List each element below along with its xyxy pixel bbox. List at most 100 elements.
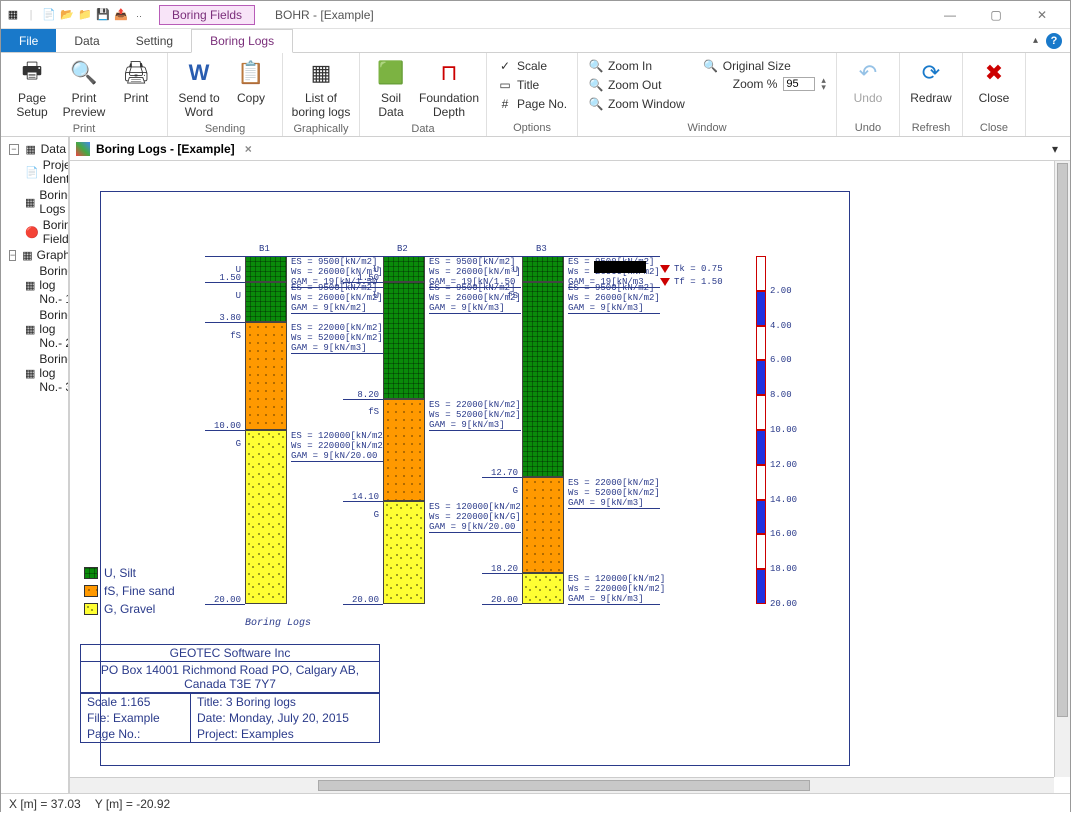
redraw-icon: ⟳ (915, 57, 947, 89)
tree-node-data[interactable]: −▦Data (5, 141, 66, 157)
soil-code: fS (365, 407, 379, 417)
close-icon[interactable]: ✕ (1028, 8, 1056, 22)
zoom-out-button[interactable]: 🔍Zoom Out (584, 76, 689, 94)
doc-tab-title[interactable]: Boring Logs - [Example] (96, 142, 235, 156)
soil-layer (522, 477, 564, 573)
project-tree[interactable]: −▦Data 📄Project Identification ▦Boring L… (1, 137, 70, 793)
close-doc-button[interactable]: ✖Close (969, 55, 1019, 120)
pageno-button[interactable]: #Page No. (493, 95, 571, 113)
send-word-button[interactable]: WSend to Word (174, 55, 224, 121)
legend-row: G, Gravel (84, 603, 155, 615)
info-address: PO Box 14001 Richmond Road PO, Calgary A… (81, 662, 379, 693)
minimize-icon[interactable]: — (936, 8, 964, 22)
qat-more-icon[interactable]: ‥ (131, 7, 147, 23)
scale-tick: 16.00 (770, 529, 797, 539)
group-graphically-label: Graphically (289, 121, 353, 135)
list-boring-logs-button[interactable]: ▦List of boring logs (289, 55, 353, 121)
undo-button[interactable]: ↶Undo (843, 55, 893, 120)
original-size-button[interactable]: 🔍Original Size (699, 57, 830, 75)
group-print-label: Print (7, 121, 161, 135)
new-icon[interactable]: 📄 (41, 7, 57, 23)
group-refresh-label: Refresh (906, 120, 956, 134)
tree-node-b3[interactable]: ▦Boring log No.- 3 (21, 351, 66, 395)
print-button[interactable]: 🖨Print (111, 55, 161, 121)
print-preview-button[interactable]: 🔍Print Preview (59, 55, 109, 121)
legend-swatch (84, 603, 98, 615)
print-preview-icon: 🔍 (68, 57, 100, 89)
ribbon: 🖶Page Setup 🔍Print Preview 🖨Print Print … (1, 53, 1070, 137)
help-icon[interactable]: ? (1046, 33, 1062, 49)
open-icon[interactable]: 📂 (59, 7, 75, 23)
soil-layer (522, 256, 564, 282)
tab-file[interactable]: File (1, 29, 56, 52)
group-options-label: Options (493, 120, 571, 134)
quick-access-toolbar: ▦ | 📄 📂 📁 💾 📤 ‥ (5, 7, 147, 23)
legend-swatch (84, 585, 98, 597)
tree-node-project-id[interactable]: 📄Project Identification (21, 157, 66, 187)
zoom-window-button[interactable]: 🔍Zoom Window (584, 95, 689, 113)
title-icon: ▭ (497, 77, 513, 93)
soil-code: fS (504, 291, 518, 301)
tree-node-b1[interactable]: ▦Boring log No.- 1 (21, 263, 66, 307)
info-company: GEOTEC Software Inc (81, 645, 379, 662)
ribbon-tabs: File Data Setting Boring Logs ▴ ? (1, 29, 1070, 53)
doc-tab-close-icon[interactable]: × (241, 142, 256, 156)
tree-node-boring-fields[interactable]: 🔴Boring Fields (21, 217, 66, 247)
vertical-scrollbar[interactable] (1054, 161, 1070, 777)
foundation-icon: ⊓ (433, 57, 465, 89)
group-window-label: Window (584, 120, 830, 134)
soil-layer (245, 430, 287, 604)
scale-segment (756, 430, 766, 465)
ribbon-collapse-icon[interactable]: ▴ (1033, 35, 1038, 46)
app-icon: ▦ (5, 7, 21, 23)
context-tab-boring-fields[interactable]: Boring Fields (159, 5, 255, 25)
page-setup-button[interactable]: 🖶Page Setup (7, 55, 57, 121)
soil-data-button[interactable]: 🟩Soil Data (366, 55, 416, 121)
horizontal-scrollbar[interactable] (70, 777, 1054, 793)
legend-text: fS, Fine sand (104, 585, 175, 597)
scale-segment (756, 326, 766, 361)
group-close-label: Close (969, 120, 1019, 134)
export-icon[interactable]: 📤 (113, 7, 129, 23)
foundation-depth-button[interactable]: ⊓Foundation Depth (418, 55, 480, 121)
maximize-icon[interactable]: ▢ (982, 8, 1010, 22)
layer-annotation: ES = 120000[kN/m2] Ws = 220000[kN/m2] GA… (291, 431, 383, 462)
tab-data[interactable]: Data (56, 29, 117, 52)
canvas-viewport[interactable]: B1B2B31.503.8010.0020.00UUfSGES = 9500[k… (70, 161, 1070, 793)
copy-button[interactable]: 📋Copy (226, 55, 276, 121)
zoom-pct-input[interactable] (783, 77, 815, 91)
doc-tab-dropdown-icon[interactable]: ▾ (1052, 142, 1064, 156)
scale-tick: 2.00 (770, 286, 792, 296)
title-button[interactable]: ▭Title (493, 76, 571, 94)
word-icon: W (183, 57, 215, 89)
scale-tick: 6.00 (770, 355, 792, 365)
zoom-in-button[interactable]: 🔍Zoom In (584, 57, 689, 75)
legend-row: fS, Fine sand (84, 585, 175, 597)
soil-layer (383, 399, 425, 502)
status-y-value: -20.92 (136, 797, 170, 811)
save-icon[interactable]: 💾 (95, 7, 111, 23)
tree-node-boring-logs[interactable]: ▦Boring Logs (21, 187, 66, 217)
zoom-pct-spinner-icon[interactable]: ▴▾ (821, 77, 826, 91)
boring-header: B2 (397, 244, 408, 254)
redraw-button[interactable]: ⟳Redraw (906, 55, 956, 120)
soil-code: U (227, 291, 241, 301)
water-tf-label: Tf = 1.50 (674, 277, 723, 287)
tree-node-b2[interactable]: ▦Boring log No.- 2 (21, 307, 66, 351)
soil-code: G (227, 439, 241, 449)
tree-node-graphic[interactable]: −▦Graphic (5, 247, 66, 263)
legend-row: U, Silt (84, 567, 136, 579)
scale-tick: 10.00 (770, 425, 797, 435)
zoom-out-icon: 🔍 (588, 77, 604, 93)
open2-icon[interactable]: 📁 (77, 7, 93, 23)
group-undo-label: Undo (843, 120, 893, 134)
doc-tab-icon (76, 142, 90, 156)
scale-tick: 12.00 (770, 460, 797, 470)
scale-tick: 18.00 (770, 564, 797, 574)
scale-button[interactable]: ✓Scale (493, 57, 571, 75)
group-sending-label: Sending (174, 121, 276, 135)
tab-setting[interactable]: Setting (118, 29, 191, 52)
status-x-label: X [m] = (9, 797, 47, 811)
print-icon: 🖨 (120, 57, 152, 89)
tab-boring-logs[interactable]: Boring Logs (191, 29, 293, 53)
